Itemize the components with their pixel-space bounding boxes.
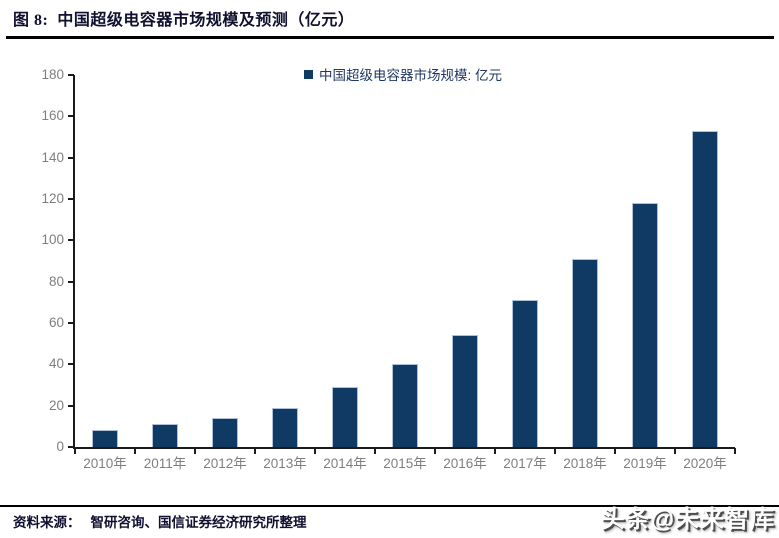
x-axis-tick	[194, 448, 196, 454]
chart-legend: 中国超级电容器市场规模: 亿元	[73, 64, 733, 84]
bar	[632, 203, 658, 447]
plot-area: 0 20 40 60 80 100 120 140 160 180 2010年 2011年 2012年 2…	[41, 68, 736, 471]
source-note: 资料来源： 智研咨询、国信证券经济研究所整理	[13, 511, 307, 531]
x-axis-tick	[614, 448, 616, 454]
y-axis-tick	[68, 446, 74, 448]
y-axis-tick	[68, 198, 74, 200]
page-title: 图 8: 中国超级电容器市场规模及预测（亿元）	[13, 6, 354, 30]
y-axis-tick-label: 180	[41, 67, 64, 82]
bar-chart: 中国超级电容器市场规模: 亿元 0 20 40 60 80 100 120 140 160 180…	[0, 50, 779, 490]
x-axis-label: 2013年	[263, 456, 307, 471]
x-axis-label: 2011年	[143, 456, 187, 471]
y-axis-tick-label: 40	[48, 356, 64, 372]
bar	[212, 418, 238, 447]
x-axis-tick	[734, 448, 736, 454]
y-axis-tick-label: 20	[48, 397, 64, 413]
x-axis-tick	[494, 448, 496, 454]
y-axis-tick-label: 80	[48, 273, 64, 289]
bar	[272, 407, 298, 447]
y-axis-tick	[68, 156, 74, 159]
y-axis-tick-label: 60	[48, 315, 64, 330]
x-axis-label: 2018年	[563, 456, 607, 471]
y-axis-tick	[68, 363, 74, 366]
x-axis-tick	[374, 448, 376, 454]
x-axis-label: 2014年	[323, 456, 367, 471]
footer-divider	[0, 505, 779, 507]
legend-swatch-icon	[303, 69, 313, 79]
x-axis-label: 2017年	[503, 456, 547, 471]
title-text: 中国超级电容器市场规模及预测（亿元）	[57, 12, 355, 29]
x-axis-tick	[254, 448, 256, 454]
bar	[452, 335, 478, 447]
x-axis-tick	[674, 448, 676, 454]
bar	[332, 387, 358, 447]
bar	[512, 300, 538, 447]
y-axis-tick	[68, 404, 74, 407]
y-axis-tick-label: 140	[41, 149, 64, 165]
x-axis-tick	[554, 448, 556, 454]
y-axis-tick	[68, 239, 74, 242]
x-axis-label: 2012年	[203, 456, 247, 471]
bar	[392, 364, 418, 447]
x-axis-tick	[134, 448, 136, 454]
y-axis-tick	[68, 322, 74, 324]
source-text: 智研咨询、国信证券经济研究所整理	[90, 515, 307, 530]
watermark: 头条@未来智库	[600, 506, 775, 533]
x-axis-label: 2019年	[623, 456, 667, 471]
x-axis-tick	[434, 448, 436, 454]
x-axis-label: 2020年	[683, 456, 727, 471]
bar	[152, 424, 178, 447]
bar	[92, 430, 118, 447]
title-divider	[6, 36, 774, 39]
y-axis-tick	[68, 74, 74, 76]
y-axis-tick	[68, 280, 74, 283]
x-axis-label: 2016年	[443, 456, 487, 471]
x-axis-label: 2010年	[83, 456, 127, 471]
y-axis-tick	[68, 115, 74, 118]
bar	[572, 258, 598, 447]
y-axis-tick-label: 120	[41, 191, 64, 206]
source-label: 资料来源：	[13, 515, 81, 530]
y-axis-tick-label: 0	[56, 439, 64, 454]
x-axis-label: 2015年	[383, 456, 427, 471]
figure-label: 图 8:	[13, 12, 49, 29]
x-axis-tick	[74, 448, 76, 454]
x-axis-tick	[314, 448, 316, 454]
y-axis-tick-label: 100	[41, 232, 64, 248]
legend-label: 中国超级电容器市场规模: 亿元	[318, 68, 502, 83]
y-axis-tick-label: 160	[41, 108, 64, 124]
bar	[692, 130, 718, 447]
